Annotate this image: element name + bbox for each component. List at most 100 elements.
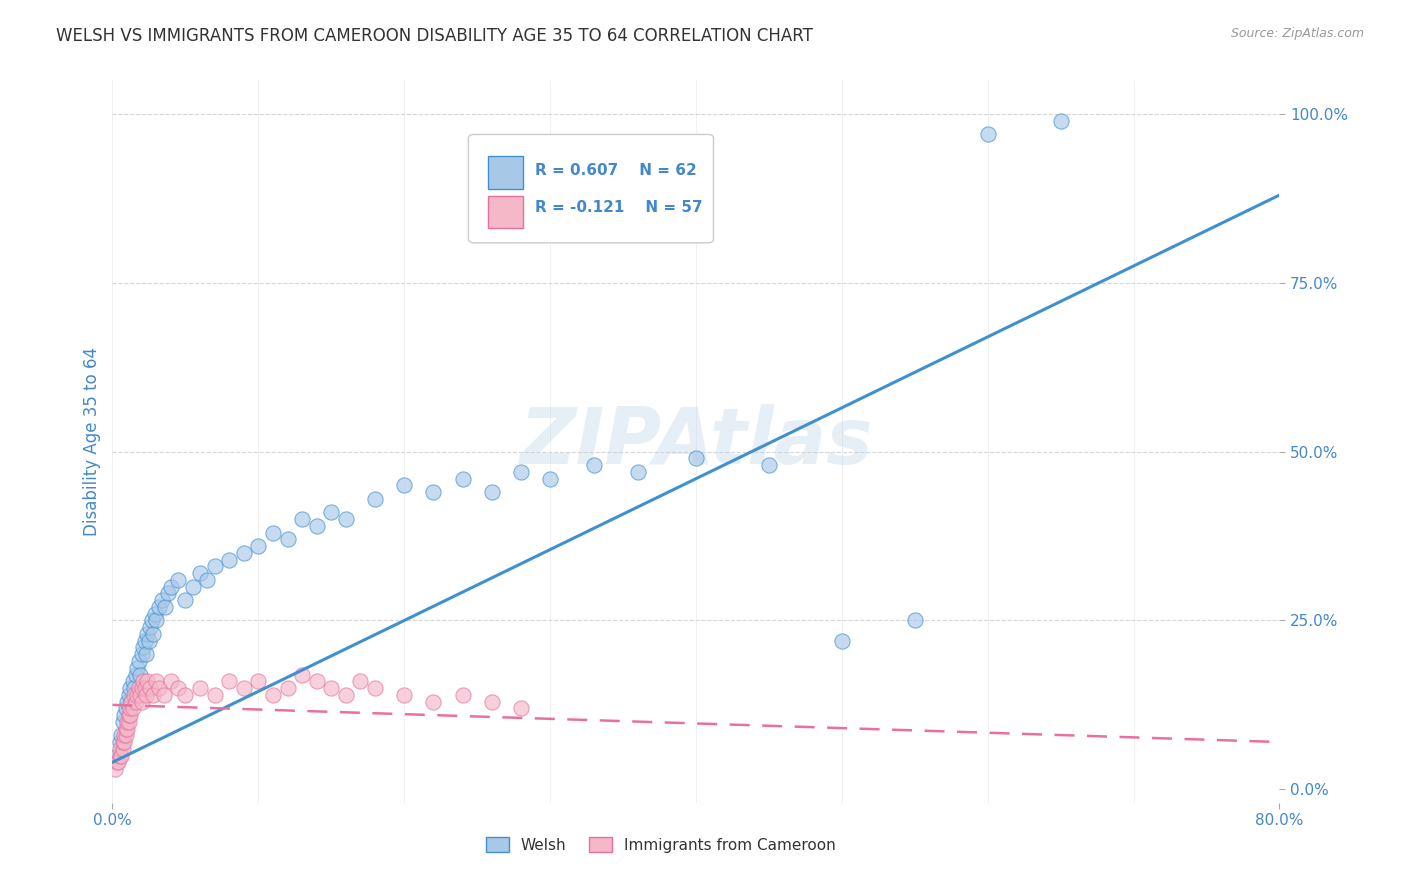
Point [321, 681, 343, 695]
Point [204, 559, 226, 574]
Point [481, 485, 503, 500]
Point [831, 633, 853, 648]
Point [136, 627, 159, 641]
Text: WELSH VS IMMIGRANTS FROM CAMEROON DISABILITY AGE 35 TO 64 CORRELATION CHART: WELSH VS IMMIGRANTS FROM CAMEROON DISABI… [56, 27, 813, 45]
Point [114, 722, 136, 736]
Point [150, 593, 173, 607]
Point [142, 627, 165, 641]
Point [232, 546, 254, 560]
Point [117, 708, 139, 723]
Point [685, 451, 707, 466]
Point [305, 674, 328, 689]
Point [127, 661, 149, 675]
Point [1049, 113, 1071, 128]
Point [335, 688, 357, 702]
Point [105, 756, 128, 770]
Point [627, 465, 650, 479]
Point [120, 694, 142, 708]
Point [364, 491, 387, 506]
Point [167, 573, 190, 587]
Point [277, 533, 299, 547]
Point [132, 674, 155, 689]
Point [188, 681, 211, 695]
Point [305, 519, 328, 533]
Y-axis label: Disability Age 35 to 64: Disability Age 35 to 64 [83, 347, 101, 536]
Point [114, 728, 136, 742]
Point [153, 599, 176, 614]
Point [758, 458, 780, 472]
Point [111, 714, 134, 729]
Point [364, 681, 387, 695]
Point [125, 694, 148, 708]
Text: Source: ZipAtlas.com: Source: ZipAtlas.com [1230, 27, 1364, 40]
Text: ZIPAtlas: ZIPAtlas [519, 403, 873, 480]
Point [976, 128, 998, 142]
Point [118, 701, 141, 715]
Point [115, 714, 138, 729]
Point [125, 667, 148, 681]
Point [335, 512, 357, 526]
Point [124, 688, 146, 702]
Text: R = -0.121    N = 57: R = -0.121 N = 57 [534, 200, 703, 215]
Point [262, 688, 284, 702]
Point [127, 688, 149, 702]
Point [128, 681, 150, 695]
Point [277, 681, 299, 695]
Point [321, 505, 343, 519]
Point [108, 748, 131, 763]
Point [247, 674, 270, 689]
Point [218, 674, 240, 689]
Point [148, 681, 170, 695]
Point [181, 580, 204, 594]
Point [122, 701, 145, 715]
Point [131, 647, 153, 661]
Point [129, 688, 152, 702]
Point [145, 614, 167, 628]
Bar [488, 196, 523, 228]
Point [115, 722, 138, 736]
Point [114, 701, 136, 715]
Point [131, 694, 153, 708]
Point [394, 688, 416, 702]
Point [349, 674, 371, 689]
Point [112, 735, 135, 749]
Legend: Welsh, Immigrants from Cameroon: Welsh, Immigrants from Cameroon [478, 829, 844, 860]
Point [232, 681, 254, 695]
Point [167, 681, 190, 695]
Point [145, 674, 167, 689]
Point [105, 748, 128, 763]
Point [262, 525, 284, 540]
Point [118, 681, 141, 695]
Point [122, 674, 145, 689]
Point [120, 694, 142, 708]
Point [134, 681, 156, 695]
Point [582, 458, 605, 472]
Point [160, 674, 183, 689]
Point [135, 647, 157, 661]
Point [108, 735, 131, 749]
Point [156, 586, 179, 600]
Point [118, 708, 141, 723]
Point [204, 688, 226, 702]
Point [111, 735, 134, 749]
Point [132, 640, 155, 655]
Point [104, 762, 127, 776]
Point [195, 573, 218, 587]
FancyBboxPatch shape [468, 135, 713, 243]
Point [509, 701, 531, 715]
Point [135, 688, 157, 702]
Point [112, 728, 135, 742]
Point [115, 694, 138, 708]
Point [139, 681, 162, 695]
Point [291, 512, 314, 526]
Point [136, 674, 159, 689]
Point [112, 708, 135, 723]
Point [188, 566, 211, 581]
Point [481, 694, 503, 708]
Point [422, 694, 444, 708]
Point [117, 714, 139, 729]
Point [394, 478, 416, 492]
Point [131, 681, 153, 695]
Point [117, 688, 139, 702]
Point [174, 593, 197, 607]
